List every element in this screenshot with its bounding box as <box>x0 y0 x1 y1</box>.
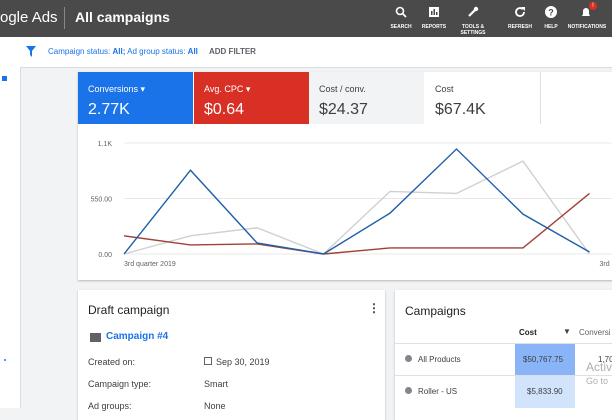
scorecard[interactable]: Conversions ▾ 2.77K <box>78 72 193 124</box>
series-line <box>123 192 590 255</box>
nav-tools-line2: SETTINGS <box>460 30 486 36</box>
x-tick-label: 3rd quarter 2019 <box>124 261 176 268</box>
y-tick-label: 1.1K <box>98 141 113 148</box>
scorecard-value: $67.4K <box>435 101 486 118</box>
label: Conversions <box>88 84 139 94</box>
cell: Roller - US <box>418 387 458 396</box>
reports-icon[interactable] <box>428 6 440 18</box>
scorecard-label: Conversions ▾ <box>88 84 146 94</box>
x-tick-label: 3rd <box>600 261 610 268</box>
watermark: Activ <box>586 360 612 374</box>
series-line <box>123 160 591 255</box>
cell: 1,70 <box>598 355 612 364</box>
filter-part: Ad group status: <box>127 47 186 56</box>
scorecard-label: Cost / conv. <box>319 84 366 94</box>
nav-tools[interactable]: TOOLS & SETTINGS <box>453 24 493 36</box>
svg-text:?: ? <box>548 8 554 18</box>
column-header[interactable]: Conversi <box>579 328 611 337</box>
row-value: Smart <box>204 379 229 389</box>
card-title: Campaigns <box>405 304 466 318</box>
dot <box>4 359 6 361</box>
filter-part: All <box>187 47 198 56</box>
campaign-icon <box>90 333 101 342</box>
scorecard[interactable]: Avg. CPC ▾ $0.64 <box>194 72 309 124</box>
filter-bar: Campaign status: All; Ad group status: A… <box>0 37 612 68</box>
calendar-icon <box>204 357 212 365</box>
chart-card: Conversions ▾ 2.77K Avg. CPC ▾ $0.64 Cost … <box>78 72 612 280</box>
card-title: Draft campaign <box>88 303 170 317</box>
nav-reports[interactable]: REPORTS <box>421 24 447 30</box>
nav-search[interactable]: SEARCH <box>390 24 412 30</box>
table-row[interactable]: All Products $50,767.75 1,70 <box>395 343 612 376</box>
brand: ogle Ads <box>0 9 58 26</box>
scorecard-value: $24.37 <box>319 101 368 118</box>
table-row[interactable]: Roller - US $5,833.90 <box>395 375 612 408</box>
sort-icon[interactable]: ▼ <box>563 327 571 336</box>
nav-notifications[interactable]: NOTIFICATIONS <box>567 24 607 30</box>
row-value: Sep 30, 2019 <box>216 357 270 367</box>
nav-tools-line1: TOOLS & <box>461 24 485 30</box>
status-dot <box>405 355 412 362</box>
cell: $50,767.75 <box>523 355 564 364</box>
status-dot <box>405 387 412 394</box>
scorecard-label: Cost <box>435 84 454 94</box>
scorecard-label: Avg. CPC ▾ <box>204 84 251 94</box>
label: Avg. CPC <box>204 84 244 94</box>
filter-part: Campaign status: <box>48 47 111 56</box>
tools-icon[interactable] <box>467 6 479 18</box>
series-line <box>123 148 590 255</box>
cell: All Products <box>418 355 461 364</box>
add-filter[interactable]: ADD FILTER <box>209 47 256 56</box>
menu-icon[interactable]: ⋮ <box>368 301 380 315</box>
scorecard[interactable]: Cost $67.4K <box>425 72 541 124</box>
badge: ! <box>589 2 597 10</box>
divider <box>64 7 65 29</box>
scorecard-value: 2.77K <box>88 101 130 118</box>
notifications-icon[interactable] <box>580 6 592 18</box>
campaigns-card: Campaigns Cost ▼ Conversi All Products $… <box>395 290 612 420</box>
draft-card: Draft campaign ⋮ Campaign #4 Created on:… <box>78 290 385 420</box>
cell-highlight <box>515 376 575 408</box>
filter-part: All; <box>112 47 126 56</box>
row-label: Campaign type: <box>88 379 152 389</box>
filter-text[interactable]: Campaign status: All; Ad group status: A… <box>48 47 198 56</box>
nav-help[interactable]: HELP <box>544 24 558 30</box>
cell: $5,833.90 <box>527 387 563 396</box>
row-label: Created on: <box>88 357 136 367</box>
home-icon[interactable] <box>2 76 7 81</box>
sidebar <box>0 67 21 408</box>
column-header[interactable]: Cost <box>519 328 537 337</box>
refresh-icon[interactable] <box>514 6 526 18</box>
row-label: Ad groups: <box>88 401 132 411</box>
cell-highlight <box>515 344 575 376</box>
search-icon[interactable] <box>395 6 407 18</box>
dot <box>4 79 6 81</box>
y-tick-label: 550.00 <box>91 197 113 204</box>
chart: 1.1K 550.00 0.00 3rd quarter 2019 3rd <box>91 141 612 268</box>
campaign-link[interactable]: Campaign #4 <box>106 331 169 342</box>
help-icon[interactable]: ? <box>545 6 557 18</box>
scorecard[interactable]: Cost / conv. $24.37 <box>309 72 424 124</box>
row-value: None <box>204 401 226 411</box>
filter-icon[interactable] <box>26 46 36 57</box>
y-tick-label: 0.00 <box>98 252 112 259</box>
page-title: All campaigns <box>75 9 170 25</box>
nav-refresh[interactable]: REFRESH <box>508 24 532 30</box>
top-bar: ogle Ads All campaigns SEARCH REPORTS TO… <box>0 0 612 37</box>
watermark: Go to <box>586 376 609 386</box>
scorecard-value: $0.64 <box>204 101 245 118</box>
